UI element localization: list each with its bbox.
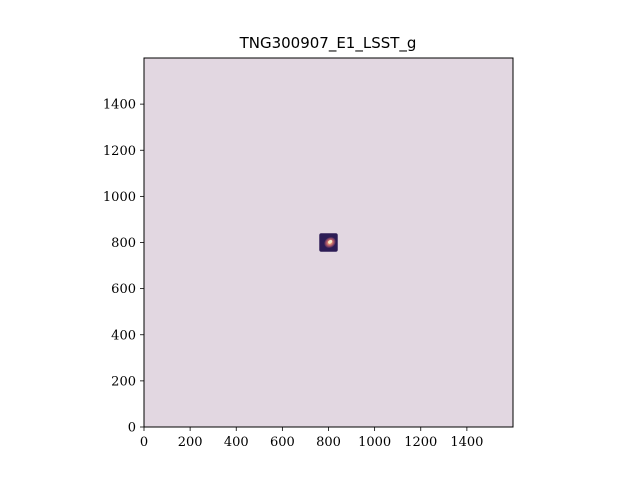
source-layer [319, 233, 338, 252]
x-tick-label: 800 [316, 435, 341, 450]
y-tick-label: 600 [111, 282, 136, 297]
x-tick-label: 200 [178, 435, 203, 450]
x-tick-label: 1400 [450, 435, 483, 450]
y-axis: 0 200 400 600 800 1000 1200 1400 [103, 98, 144, 436]
x-tick-label: 0 [140, 435, 148, 450]
y-tick-label: 200 [111, 374, 136, 389]
plot-area [143, 57, 514, 428]
x-axis: 0 200 400 600 800 1000 1200 1400 [140, 427, 483, 450]
x-tick-label: 400 [224, 435, 249, 450]
source-core [328, 239, 333, 244]
x-tick-label: 600 [270, 435, 295, 450]
chart-title: TNG300907_E1_LSST_g [239, 34, 417, 53]
y-tick-label: 800 [111, 236, 136, 251]
y-tick-label: 0 [128, 421, 136, 436]
y-tick-label: 1200 [103, 144, 136, 159]
y-tick-label: 1400 [103, 98, 136, 113]
x-tick-label: 1200 [404, 435, 437, 450]
y-tick-label: 1000 [103, 190, 136, 205]
x-tick-label: 1000 [358, 435, 391, 450]
y-tick-label: 400 [111, 328, 136, 343]
